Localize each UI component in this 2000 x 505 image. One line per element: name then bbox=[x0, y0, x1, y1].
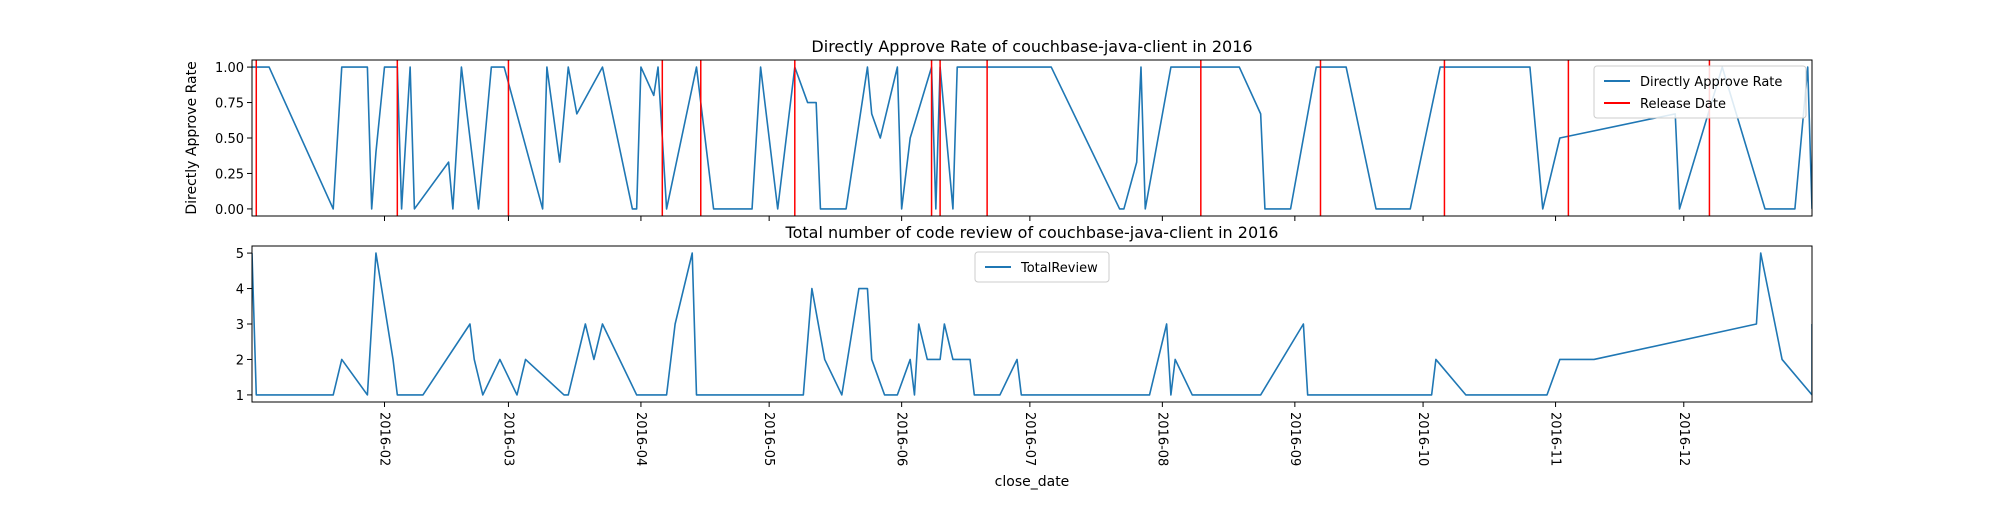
x-tick-label: 2016-05 bbox=[761, 412, 776, 466]
legend: TotalReview bbox=[974, 251, 1110, 283]
legend-box bbox=[1593, 65, 1807, 119]
series-line-totalreview bbox=[252, 252, 1812, 396]
y-tick-label: 0.50 bbox=[215, 132, 244, 147]
x-tick-label: 2016-11 bbox=[1548, 412, 1563, 466]
y-tick-label: 0.25 bbox=[215, 167, 244, 182]
y-tick-label: 0.75 bbox=[215, 97, 244, 112]
approve-rate-panel: Directly Approve Rate of couchbase-java-… bbox=[184, 37, 1813, 221]
series-line-directly-approve-rate bbox=[252, 66, 1812, 210]
plot-area bbox=[252, 60, 1812, 216]
x-tick-label: 2016-08 bbox=[1154, 412, 1169, 466]
legend-label: TotalReview bbox=[1020, 261, 1098, 276]
total-review-panel: Total number of code review of couchbase… bbox=[236, 223, 1813, 490]
x-tick-label: 2016-12 bbox=[1676, 412, 1691, 466]
x-tick-label: 2016-03 bbox=[500, 412, 515, 466]
legend-box bbox=[974, 251, 1110, 283]
chart-title: Directly Approve Rate of couchbase-java-… bbox=[811, 37, 1252, 56]
axes-frame bbox=[251, 245, 1813, 403]
x-tick-label: 2016-07 bbox=[1022, 412, 1037, 466]
legend: Directly Approve Rate Release Date bbox=[1593, 65, 1807, 119]
y-tick-label: 1 bbox=[236, 389, 244, 404]
x-tick-label: 2016-09 bbox=[1287, 412, 1302, 466]
axes-frame bbox=[251, 59, 1813, 217]
plot-area bbox=[252, 252, 1812, 396]
y-tick-label: 4 bbox=[236, 283, 244, 298]
y-tick-label: 5 bbox=[236, 247, 244, 262]
y-tick-label: 0.00 bbox=[215, 203, 244, 218]
x-tick-label: 2016-06 bbox=[894, 412, 909, 466]
legend-label: Directly Approve Rate bbox=[1640, 75, 1782, 90]
x-tick-label: 2016-04 bbox=[633, 412, 648, 466]
x-tick-label: 2016-02 bbox=[376, 412, 391, 466]
chart-title: Total number of code review of couchbase… bbox=[785, 223, 1279, 242]
x-tick-label: 2016-10 bbox=[1415, 412, 1430, 466]
y-tick-label: 1.00 bbox=[215, 61, 244, 76]
y-tick-label: 2 bbox=[236, 353, 244, 368]
y-tick-label: 3 bbox=[236, 318, 244, 333]
legend-label: Release Date bbox=[1640, 97, 1726, 112]
y-axis-label: Directly Approve Rate bbox=[184, 61, 200, 214]
x-axis-label: close_date bbox=[995, 474, 1070, 490]
